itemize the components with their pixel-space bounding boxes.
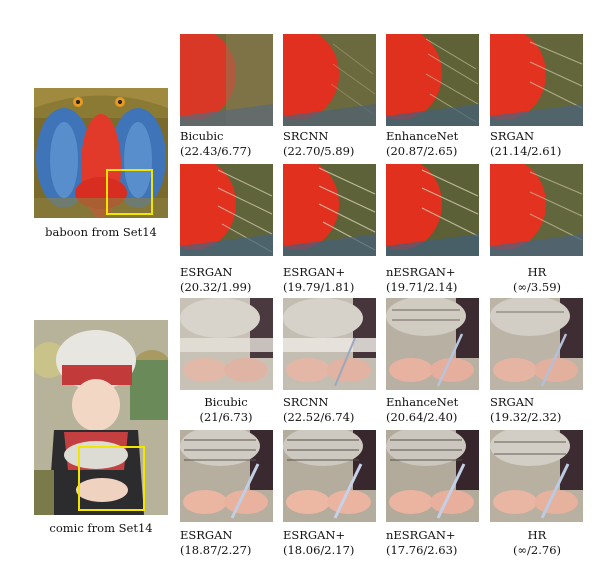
comic-nesrganplus-label: nESRGAN+ (17.76/2.63) (386, 528, 458, 557)
comic-srcnn-crop (283, 298, 376, 390)
baboon-caption: baboon from Set14 (45, 225, 157, 239)
baboon-source-image (34, 88, 168, 218)
baboon-nesrganplus-crop (386, 164, 479, 256)
comic-hr-crop (490, 430, 583, 522)
baboon-esrganplus-label: ESRGAN+ (19.79/1.81) (283, 265, 355, 294)
comic-esrganplus-crop (283, 430, 376, 522)
baboon-esrgan-label: ESRGAN (20.32/1.99) (180, 265, 252, 294)
comic-hr-label: HR (∞/2.76) (512, 528, 562, 557)
comic-bicubic-crop (180, 298, 273, 390)
baboon-srcnn-crop (283, 34, 376, 126)
comic-zoom-box (78, 446, 145, 511)
baboon-hr-crop (490, 164, 583, 256)
comic-srgan-crop (490, 298, 583, 390)
baboon-srgan-crop (490, 34, 583, 126)
baboon-enhancenet-label: EnhanceNet (20.87/2.65) (386, 129, 459, 158)
baboon-hr-label: HR (∞/3.59) (512, 265, 562, 294)
baboon-srcnn-label: SRCNN (22.70/5.89) (283, 129, 355, 158)
baboon-enhancenet-crop (386, 34, 479, 126)
comic-srcnn-label: SRCNN (22.52/6.74) (283, 395, 355, 424)
comic-srgan-label: SRGAN (19.32/2.32) (490, 395, 562, 424)
baboon-esrganplus-crop (283, 164, 376, 256)
comic-source-image (34, 320, 168, 515)
comic-esrgan-crop (180, 430, 273, 522)
comic-nesrganplus-crop (386, 430, 479, 522)
baboon-nesrganplus-label: nESRGAN+ (19.71/2.14) (386, 265, 458, 294)
baboon-zoom-box (106, 169, 153, 215)
comic-enhancenet-label: EnhanceNet (20.64/2.40) (386, 395, 459, 424)
comic-enhancenet-crop (386, 298, 479, 390)
comic-esrganplus-label: ESRGAN+ (18.06/2.17) (283, 528, 355, 557)
baboon-bicubic-crop (180, 34, 273, 126)
comic-bicubic-label: Bicubic (21/6.73) (199, 395, 253, 424)
comic-esrgan-label: ESRGAN (18.87/2.27) (180, 528, 252, 557)
comic-caption: comic from Set14 (49, 521, 153, 535)
baboon-bicubic-label: Bicubic (22.43/6.77) (180, 129, 252, 158)
baboon-srgan-label: SRGAN (21.14/2.61) (490, 129, 562, 158)
baboon-esrgan-crop (180, 164, 273, 256)
